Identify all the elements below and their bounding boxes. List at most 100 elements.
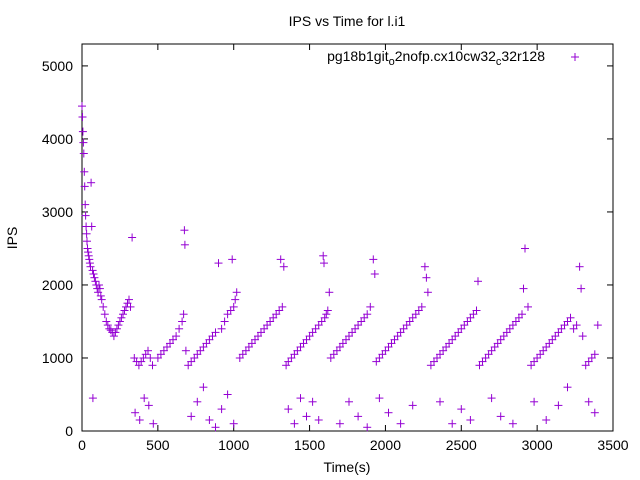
data-point: [214, 259, 223, 268]
data-point: [423, 288, 432, 297]
data-point: [308, 397, 317, 406]
data-point: [220, 317, 229, 326]
data-point: [85, 259, 94, 268]
data-point: [593, 321, 602, 330]
y-axis-ticks: 0 1000 2000 3000 4000 5000: [42, 58, 613, 439]
plot-frame: [81, 43, 614, 432]
data-point: [363, 310, 372, 319]
data-point: [82, 229, 91, 238]
data-point: [302, 412, 311, 421]
data-point: [276, 255, 285, 264]
data-point: [85, 255, 94, 264]
data-point: [87, 178, 96, 187]
data-point: [81, 200, 90, 209]
data-point: [84, 248, 93, 257]
data-point: [91, 277, 100, 286]
data-point: [78, 113, 87, 121]
legend-name-subscript-c: c: [496, 56, 502, 68]
data-point: [211, 328, 220, 337]
data-point: [112, 324, 121, 333]
data-point: [193, 397, 202, 406]
legend-name-subscript-o: o: [389, 56, 395, 68]
data-point: [99, 302, 108, 311]
data-point: [95, 281, 103, 289]
data-point: [115, 317, 124, 326]
data-point: [102, 317, 111, 326]
data-point: [117, 313, 126, 322]
data-point: [323, 306, 332, 315]
x-tick-label: 500: [146, 437, 170, 453]
data-point: [114, 321, 123, 330]
data-point: [78, 102, 86, 111]
data-point: [519, 284, 528, 293]
y-tick-label: 2000: [42, 277, 73, 293]
data-point: [120, 306, 129, 315]
data-point: [131, 408, 140, 417]
y-tick-label: 3000: [42, 204, 73, 220]
data-point: [524, 302, 532, 311]
data-point: [90, 273, 99, 282]
data-point: [575, 262, 584, 271]
data-point: [354, 412, 363, 421]
data-point: [88, 394, 97, 403]
data-point: [172, 332, 181, 341]
data-point: [103, 321, 112, 330]
data-point: [180, 226, 189, 235]
data-point: [322, 310, 331, 319]
data-point: [370, 270, 379, 278]
data-point: [187, 412, 196, 421]
data-point: [278, 302, 287, 311]
data-point: [79, 138, 88, 147]
data-point: [521, 244, 529, 253]
data-point: [472, 306, 481, 315]
data-point: [83, 244, 92, 253]
data-point: [436, 397, 444, 406]
data-point: [578, 332, 587, 341]
data-point: [284, 405, 293, 414]
data-point: [542, 416, 551, 424]
x-tick-label: 2500: [446, 437, 477, 453]
y-tick-label: 4000: [42, 131, 73, 147]
data-point: [175, 324, 184, 333]
data-point: [126, 302, 135, 311]
y-tick-label: 0: [65, 423, 73, 439]
data-point: [279, 262, 288, 271]
data-point: [80, 182, 89, 191]
data-point: [320, 259, 328, 268]
data-point: [119, 310, 127, 319]
data-point: [109, 332, 118, 341]
data-point: [457, 405, 466, 414]
data-point: [140, 394, 149, 403]
data-point: [88, 266, 97, 275]
data-point: [335, 419, 344, 428]
legend-name-part-c: 2nofp.cx10cw32: [395, 48, 496, 64]
data-point: [232, 288, 241, 297]
data-point: [474, 277, 482, 286]
legend-entry-label: pg18b1gito2nofp.cx10cw32c32r128: [327, 48, 545, 68]
data-point: [178, 317, 187, 326]
data-point: [146, 354, 155, 362]
data-point: [179, 310, 188, 319]
data-point: [590, 408, 599, 417]
x-tick-label: 3000: [522, 437, 553, 453]
data-point: [80, 167, 89, 176]
data-point: [95, 284, 104, 293]
data-point: [366, 302, 375, 311]
data-point: [496, 412, 505, 421]
data-point: [97, 295, 106, 304]
data-point: [290, 419, 299, 428]
data-point: [345, 397, 353, 406]
data-point: [181, 346, 190, 355]
data-point: [86, 262, 95, 271]
data-point: [89, 270, 98, 278]
data-point: [319, 251, 328, 260]
data-point: [199, 383, 208, 392]
data-point: [554, 401, 563, 410]
x-tick-label: 3500: [597, 437, 628, 453]
data-point: [144, 346, 152, 355]
data-point: [231, 295, 240, 304]
data-point: [229, 419, 238, 428]
data-point: [508, 419, 517, 428]
y-tick-label: 1000: [42, 350, 73, 366]
